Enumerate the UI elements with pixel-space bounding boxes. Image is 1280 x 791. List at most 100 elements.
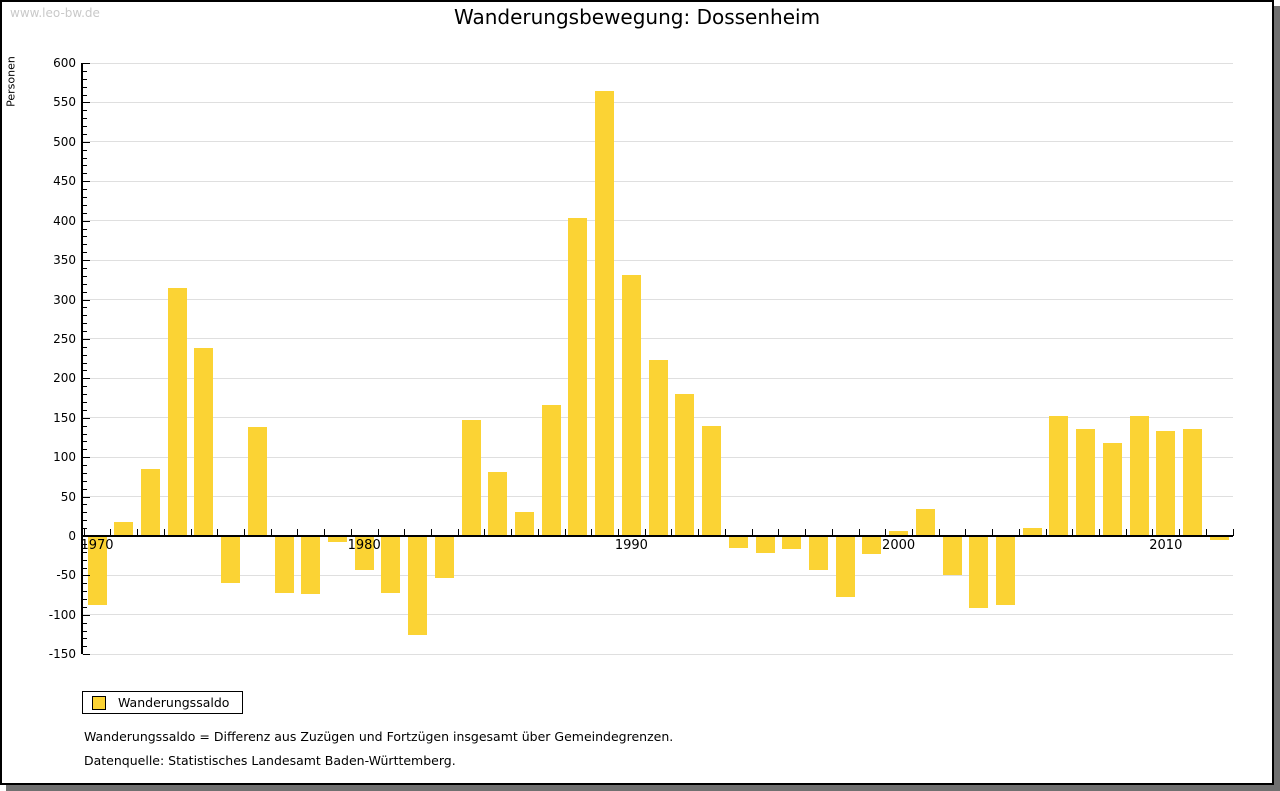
legend-label: Wanderungssaldo [118,695,230,710]
y-major-tick [83,299,90,301]
x-tick [1152,529,1154,536]
y-minor-tick [83,236,87,238]
x-tick [778,529,780,536]
y-major-tick [83,181,90,183]
legend-swatch-icon [92,695,106,710]
chart-title: Wanderungsbewegung: Dossenheim [453,5,821,29]
x-tick-label: 2010 [1149,538,1183,553]
y-major-tick [83,575,90,577]
y-minor-tick [83,543,87,545]
bar-2010 [1156,431,1176,536]
bar-2006 [1049,416,1069,536]
y-minor-tick [83,480,87,482]
y-minor-tick [83,165,87,167]
y-tick-label: -150 [48,647,76,662]
bar-1998 [835,536,855,597]
x-tick [511,529,513,536]
y-tick-label: 100 [53,450,76,465]
bar-1981 [381,536,401,593]
y-minor-tick [83,173,87,175]
x-tick [698,529,700,536]
y-minor-tick [83,512,87,514]
bar-1983 [434,536,454,578]
x-tick [1125,529,1127,536]
gridline [82,259,1233,261]
y-tick-label: -50 [56,568,76,583]
bar-2008 [1102,442,1122,536]
y-tick-label: 150 [53,410,76,425]
x-tick [484,529,486,536]
x-tick [1205,529,1207,536]
x-tick [83,529,85,536]
y-minor-tick [83,70,87,72]
y-minor-tick [83,283,87,285]
x-tick [190,529,192,536]
y-minor-tick [83,157,87,159]
footnote-definition: Wanderungssaldo = Differenz aus Zuzügen … [84,729,674,744]
y-tick-label: 450 [53,174,76,189]
x-tick [591,529,593,536]
y-minor-tick [83,583,87,585]
bar-1972 [140,468,160,536]
x-tick [965,529,967,536]
gridline [82,299,1233,300]
y-minor-tick [83,528,87,530]
x-tick [805,529,807,536]
y-tick-label: 600 [53,56,76,70]
y-major-tick [83,614,90,616]
y-minor-tick [83,559,87,561]
bar-1989 [595,91,615,536]
x-tick [1072,529,1074,536]
y-minor-tick [83,646,87,648]
bar-2002 [942,536,962,575]
bar-2001 [915,509,935,536]
x-tick [724,529,726,536]
y-minor-tick [83,599,87,601]
x-axis-line [82,535,1233,537]
gridline [82,574,1233,576]
y-minor-tick [83,244,87,246]
y-minor-tick [83,86,87,88]
y-axis-line [81,63,83,655]
y-minor-tick [83,401,87,403]
y-minor-tick [83,331,87,333]
bar-1978 [301,536,321,595]
bar-1985 [488,472,508,536]
x-tick [992,529,994,536]
y-minor-tick [83,323,87,325]
bar-1980 [354,536,374,570]
bar-2007 [1076,428,1096,536]
y-minor-tick [83,551,87,553]
y-major-tick [83,378,90,380]
x-tick [324,529,326,536]
y-minor-tick [83,252,87,254]
y-minor-tick [83,630,87,632]
x-tick [564,529,566,536]
y-minor-tick [83,204,87,206]
y-tick-label: 500 [53,134,76,149]
y-minor-tick [83,315,87,317]
bar-2009 [1129,416,1149,536]
x-tick [858,529,860,536]
bar-1990 [621,275,641,536]
bar-1993 [702,425,722,536]
y-major-tick [83,457,90,459]
y-minor-tick [83,346,87,348]
x-tick [243,529,245,536]
x-tick [297,529,299,536]
y-minor-tick [83,606,87,608]
y-tick-label: 350 [53,253,76,268]
bar-1976 [247,427,267,536]
bar-1984 [461,420,481,536]
y-minor-tick [83,94,87,96]
x-tick-label: 1990 [614,538,648,553]
bar-2003 [969,536,989,608]
gridline [82,101,1233,103]
bar-1975 [221,536,241,583]
bar-1974 [194,348,214,536]
x-tick [377,529,379,536]
y-major-tick [83,417,90,419]
bar-1982 [408,536,428,636]
gridline [82,220,1233,222]
y-minor-tick [83,567,87,569]
